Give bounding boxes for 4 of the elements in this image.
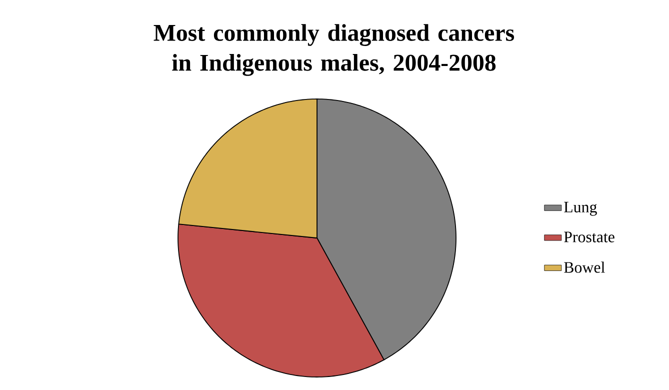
legend-label: Lung [564, 202, 597, 216]
legend-label: Bowel [564, 262, 605, 273]
legend-label: Prostate [564, 232, 614, 242]
chart-title: Most commonly diagnosed cancers in Indigenous males, 2004-2008 [154, 24, 514, 76]
